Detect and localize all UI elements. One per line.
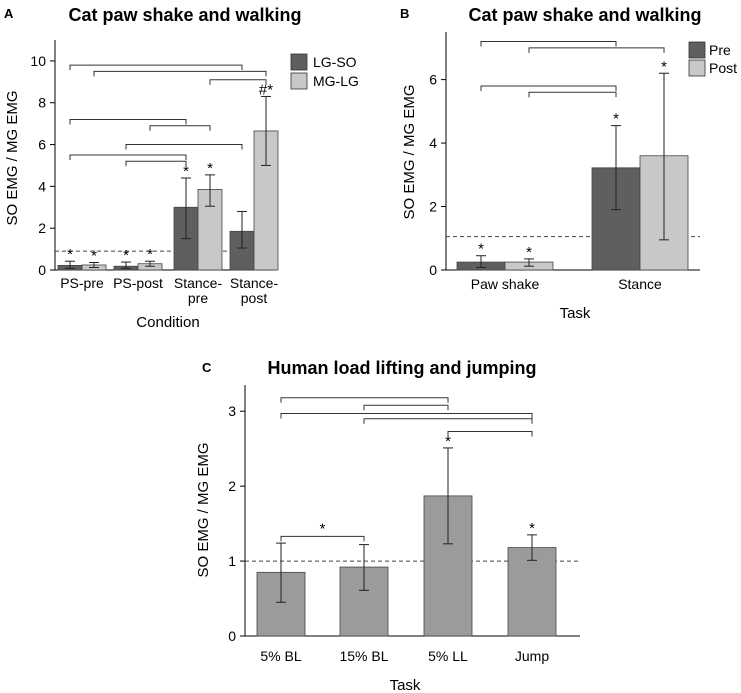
- significance-mark: *: [123, 247, 129, 264]
- legend-swatch-post: [688, 59, 706, 77]
- y-tick-label-a: 4: [38, 178, 46, 194]
- significance-mark: *: [183, 163, 189, 180]
- comparison-bracket: [280, 412, 533, 419]
- chart-title-c: Human load lifting and jumping: [268, 358, 537, 378]
- category-label: Stance-: [174, 275, 223, 291]
- comparison-bracket: [528, 47, 665, 53]
- comparison-bracket: [363, 404, 449, 411]
- comparison-bracket: [363, 418, 533, 424]
- y-axis-label-c: SO EMG / MG EMG: [195, 442, 212, 577]
- plot-area-b: 0 2 4 6 * * * * Paw shake Stance: [429, 32, 700, 292]
- panel-c: C Human load lifting and jumping SO EMG …: [195, 358, 580, 693]
- category-label: post: [241, 290, 268, 306]
- comparison-bracket: [125, 144, 243, 150]
- comparison-bracket: [69, 64, 243, 71]
- legend-swatch-lg-so: [290, 53, 308, 71]
- y-tick-label-a: 8: [38, 95, 46, 111]
- y-tick-label-c: 2: [228, 478, 236, 494]
- y-tick-label-c: 1: [228, 553, 236, 569]
- significance-mark: #*: [259, 81, 273, 98]
- legend-label-mg-lg: MG-LG: [313, 73, 359, 89]
- comparison-bracket: [69, 118, 187, 125]
- panel-a: A Cat paw shake and walking SO EMG / MG …: [4, 5, 359, 331]
- panel-letter-b: B: [400, 6, 409, 21]
- legend-label-pre: Pre: [709, 42, 731, 58]
- significance-mark: *: [529, 520, 535, 537]
- y-tick-label-a: 10: [30, 53, 46, 69]
- category-label: 5% LL: [428, 648, 468, 664]
- y-tick-label-c: 3: [228, 403, 236, 419]
- category-label: PS-post: [113, 275, 163, 291]
- significance-mark: *: [478, 241, 484, 258]
- x-axis-label-b: Task: [560, 305, 591, 322]
- comparison-bracket: [280, 397, 449, 403]
- legend-label-lg-so: LG-SO: [313, 54, 357, 70]
- y-tick-label-c: 0: [228, 628, 236, 644]
- y-tick-label-b: 6: [429, 72, 437, 88]
- x-axis-label-c: Task: [390, 677, 421, 693]
- comparison-bracket: [280, 535, 365, 542]
- legend-b: Pre Post: [688, 41, 737, 77]
- panel-b: B Cat paw shake and walking SO EMG / MG …: [400, 5, 737, 322]
- y-tick-label-a: 6: [38, 137, 46, 153]
- comparison-bracket: [69, 154, 187, 160]
- significance-mark: *: [445, 433, 451, 450]
- y-tick-label-a: 2: [38, 220, 46, 236]
- panel-letter-a: A: [4, 6, 14, 21]
- chart-title-a: Cat paw shake and walking: [68, 5, 301, 25]
- y-axis-label-b: SO EMG / MG EMG: [401, 84, 418, 219]
- y-tick-label-b: 2: [429, 199, 437, 215]
- comparison-bracket: [93, 70, 267, 77]
- panel-letter-c: C: [202, 360, 212, 375]
- y-tick-label-a: 0: [38, 262, 46, 278]
- category-label: PS-pre: [60, 275, 104, 291]
- y-tick-label-b: 0: [429, 262, 437, 278]
- y-tick-label-b: 4: [429, 135, 437, 151]
- legend-swatch-pre: [688, 41, 706, 59]
- plot-area-c: 0 1 2 3 * * 5% BL 15% BL 5% LL Jump *: [228, 385, 580, 664]
- significance-mark: *: [91, 247, 97, 264]
- bar: [507, 547, 557, 637]
- comparison-bracket: [209, 79, 267, 85]
- category-label: 15% BL: [339, 648, 388, 664]
- comparison-bracket: [447, 430, 533, 437]
- category-label: Jump: [515, 648, 549, 664]
- comparison-bracket: [528, 91, 617, 98]
- category-label: pre: [188, 290, 208, 306]
- significance-mark: *: [613, 111, 619, 128]
- category-label: 5% BL: [260, 648, 301, 664]
- comparison-bracket: [480, 85, 617, 91]
- x-axis-label-a: Condition: [136, 314, 199, 331]
- legend-a: LG-SO MG-LG: [290, 53, 359, 90]
- significance-mark: *: [661, 58, 667, 75]
- significance-mark: *: [526, 244, 532, 261]
- category-label: Paw shake: [471, 276, 540, 292]
- bracket-significance-mark: *: [320, 520, 326, 537]
- comparison-bracket: [149, 125, 211, 131]
- significance-mark: *: [207, 160, 213, 177]
- significance-mark: *: [147, 246, 153, 263]
- chart-title-b: Cat paw shake and walking: [468, 5, 701, 25]
- legend-label-post: Post: [709, 60, 737, 76]
- legend-swatch-mg-lg: [290, 72, 308, 90]
- significance-mark: *: [67, 246, 73, 263]
- category-label: Stance-: [230, 275, 279, 291]
- comparison-bracket: [480, 41, 617, 47]
- comparison-bracket: [125, 160, 187, 167]
- category-label: Stance: [618, 276, 662, 292]
- y-axis-label-a: SO EMG / MG EMG: [4, 90, 21, 225]
